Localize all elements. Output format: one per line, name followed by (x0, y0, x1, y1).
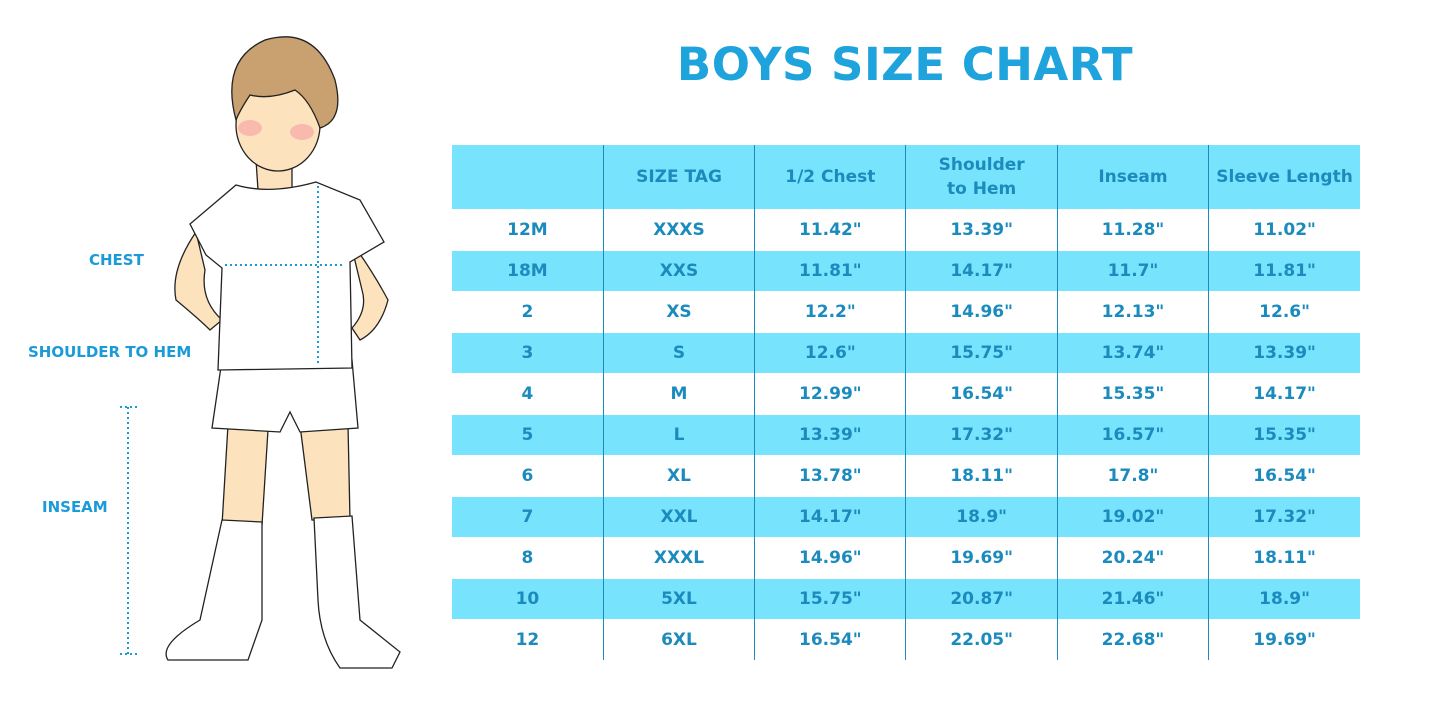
page-title: BOYS SIZE CHART (676, 38, 1134, 91)
table-row: 8 XXXL 14.96" 19.69" 20.24" 18.11" (452, 537, 1360, 579)
cell-age: 4 (452, 373, 604, 415)
table-row: 2 XS 12.2" 14.96" 12.13" 12.6" (452, 291, 1360, 333)
cell-size-tag: XL (602, 455, 755, 497)
cell-age: 2 (452, 291, 604, 333)
cell-half-chest: 14.96" (754, 537, 906, 579)
table-row: 5 L 13.39" 17.32" 16.57" 15.35" (452, 414, 1360, 456)
header-shoulder-to-hem: Shoulder to Hem (905, 145, 1058, 210)
cell-size-tag: S (602, 332, 755, 374)
table-row: 18M XXS 11.81" 14.17" 11.7" 11.81" (452, 250, 1360, 292)
cell-half-chest: 11.42" (754, 209, 906, 251)
cell-shoulder-to-hem: 14.17" (905, 250, 1058, 292)
cell-half-chest: 16.54" (754, 619, 906, 660)
cell-size-tag: 5XL (602, 578, 755, 620)
cell-half-chest: 12.6" (754, 332, 906, 374)
cell-inseam: 15.35" (1056, 373, 1209, 415)
cell-age: 5 (452, 414, 604, 456)
header-age (452, 145, 604, 210)
shoulder-to-hem-label: SHOULDER TO HEM (28, 343, 192, 361)
cell-sleeve-length: 14.17" (1208, 373, 1360, 415)
cell-size-tag: 6XL (602, 619, 755, 660)
cell-age: 8 (452, 537, 604, 579)
cell-half-chest: 11.81" (754, 250, 906, 292)
cell-half-chest: 13.39" (754, 414, 906, 456)
header-size-tag: SIZE TAG (602, 145, 755, 210)
header-inseam: Inseam (1056, 145, 1209, 210)
header-half-chest: 1/2 Chest (754, 145, 906, 210)
cell-inseam: 13.74" (1056, 332, 1209, 374)
cell-half-chest: 15.75" (754, 578, 906, 620)
cell-inseam: 17.8" (1056, 455, 1209, 497)
cell-shoulder-to-hem: 18.11" (905, 455, 1058, 497)
cell-inseam: 22.68" (1056, 619, 1209, 660)
cell-sleeve-length: 11.81" (1208, 250, 1360, 292)
cell-size-tag: XXXL (602, 537, 755, 579)
inseam-label: INSEAM (42, 498, 108, 516)
table-row: 3 S 12.6" 15.75" 13.74" 13.39" (452, 332, 1360, 374)
cell-sleeve-length: 19.69" (1208, 619, 1360, 660)
cell-sleeve-length: 15.35" (1208, 414, 1360, 456)
cell-size-tag: XXL (602, 496, 755, 538)
cell-size-tag: XS (602, 291, 755, 333)
cell-age: 6 (452, 455, 604, 497)
header-sleeve-length: Sleeve Length (1208, 145, 1360, 210)
cell-age: 12M (452, 209, 604, 251)
chest-label: CHEST (89, 251, 144, 269)
cell-shoulder-to-hem: 13.39" (905, 209, 1058, 251)
cell-half-chest: 14.17" (754, 496, 906, 538)
cell-size-tag: L (602, 414, 755, 456)
cell-sleeve-length: 18.11" (1208, 537, 1360, 579)
size-table: SIZE TAG 1/2 Chest Shoulder to Hem Insea… (452, 145, 1360, 660)
cell-inseam: 11.7" (1056, 250, 1209, 292)
table-row: 7 XXL 14.17" 18.9" 19.02" 17.32" (452, 496, 1360, 538)
cell-shoulder-to-hem: 20.87" (905, 578, 1058, 620)
cell-inseam: 11.28" (1056, 209, 1209, 251)
cell-size-tag: XXXS (602, 209, 755, 251)
cell-shoulder-to-hem: 17.32" (905, 414, 1058, 456)
cell-age: 7 (452, 496, 604, 538)
cell-inseam: 12.13" (1056, 291, 1209, 333)
table-header-row: SIZE TAG 1/2 Chest Shoulder to Hem Insea… (452, 145, 1360, 210)
cell-half-chest: 12.2" (754, 291, 906, 333)
cell-inseam: 21.46" (1056, 578, 1209, 620)
cell-sleeve-length: 17.32" (1208, 496, 1360, 538)
table-row: 6 XL 13.78" 18.11" 17.8" 16.54" (452, 455, 1360, 497)
cell-sleeve-length: 12.6" (1208, 291, 1360, 333)
cell-inseam: 19.02" (1056, 496, 1209, 538)
cell-shoulder-to-hem: 19.69" (905, 537, 1058, 579)
cell-shoulder-to-hem: 16.54" (905, 373, 1058, 415)
table-row: 4 M 12.99" 16.54" 15.35" 14.17" (452, 373, 1360, 415)
table-row: 10 5XL 15.75" 20.87" 21.46" 18.9" (452, 578, 1360, 620)
cell-half-chest: 12.99" (754, 373, 906, 415)
cell-inseam: 20.24" (1056, 537, 1209, 579)
cell-age: 18M (452, 250, 604, 292)
cell-age: 12 (452, 619, 604, 660)
cell-shoulder-to-hem: 15.75" (905, 332, 1058, 374)
cell-size-tag: XXS (602, 250, 755, 292)
cell-sleeve-length: 13.39" (1208, 332, 1360, 374)
cell-half-chest: 13.78" (754, 455, 906, 497)
cell-inseam: 16.57" (1056, 414, 1209, 456)
cell-shoulder-to-hem: 18.9" (905, 496, 1058, 538)
cell-sleeve-length: 11.02" (1208, 209, 1360, 251)
cell-age: 10 (452, 578, 604, 620)
table-row: 12 6XL 16.54" 22.05" 22.68" 19.69" (452, 619, 1360, 660)
boy-measurement-illustration (120, 36, 401, 669)
table-row: 12M XXXS 11.42" 13.39" 11.28" 11.02" (452, 209, 1360, 251)
cell-shoulder-to-hem: 22.05" (905, 619, 1058, 660)
cell-age: 3 (452, 332, 604, 374)
cell-shoulder-to-hem: 14.96" (905, 291, 1058, 333)
cell-sleeve-length: 16.54" (1208, 455, 1360, 497)
cell-size-tag: M (602, 373, 755, 415)
cell-sleeve-length: 18.9" (1208, 578, 1360, 620)
